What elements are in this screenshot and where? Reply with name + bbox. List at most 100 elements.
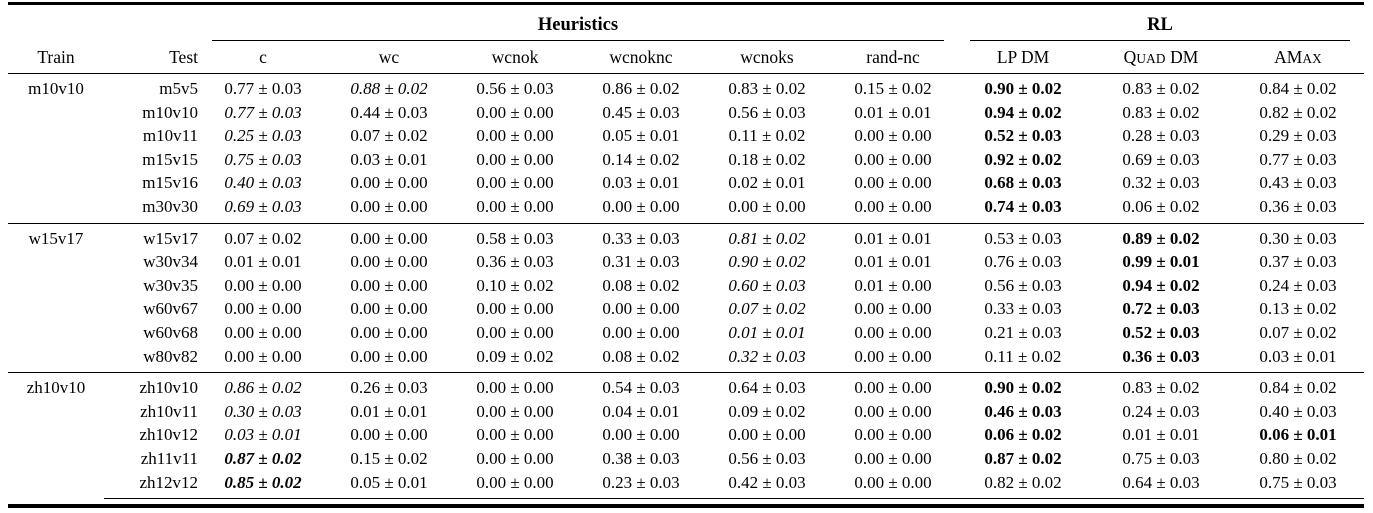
value-text: 0.15 ± 0.02 — [854, 79, 932, 98]
value-text: 0.00 ± 0.00 — [854, 378, 932, 398]
value-text: 0.04 ± 0.01 — [602, 401, 680, 421]
value-cell-wcnoks: 0.00 ± 0.00 — [704, 423, 830, 447]
value-text: 0.03 ± 0.01 — [350, 149, 428, 169]
value-cell-quad-dm: 0.06 ± 0.02 — [1090, 195, 1232, 223]
value-text: 0.00 ± 0.00 — [476, 196, 554, 216]
value-cell-wcnoknc: 0.08 ± 0.02 — [578, 345, 704, 373]
test-label: w80v82 — [143, 346, 198, 366]
value-text: 0.01 ± 0.01 — [854, 252, 932, 272]
table-row: w80v82 0.00 ± 0.00 0.00 ± 0.00 0.09 ± 0.02 0… — [8, 345, 1364, 373]
value-text: 0.00 ± 0.00 — [350, 322, 428, 342]
value-cell-wcnoks: 0.42 ± 0.03 — [704, 470, 830, 500]
value-cell-quad-dm: 0.28 ± 0.03 — [1090, 124, 1232, 148]
value-cell-lp-dm: 0.90 ± 0.02 — [956, 72, 1090, 101]
value-cell-wcnok: 0.00 ± 0.00 — [452, 400, 578, 424]
value-text: 0.00 ± 0.00 — [224, 275, 302, 295]
value-text: 0.83 ± 0.02 — [728, 79, 806, 98]
value-text: 0.52 ± 0.03 — [1122, 322, 1200, 342]
value-text: 0.56 ± 0.03 — [728, 448, 806, 468]
group-header-spacer — [8, 4, 200, 42]
test-label: m30v30 — [142, 196, 198, 216]
value-text: 0.38 ± 0.03 — [602, 448, 680, 468]
test-label: zh11v11 — [140, 448, 198, 468]
test-label: m15v15 — [142, 149, 198, 169]
table-row: zh10v11 0.30 ± 0.03 0.01 ± 0.01 0.00 ± 0.00… — [8, 400, 1364, 424]
value-cell-wc: 0.01 ± 0.01 — [326, 400, 452, 424]
value-text: 0.85 ± 0.02 — [224, 472, 302, 492]
value-cell-rand-nc: 0.01 ± 0.00 — [830, 274, 956, 298]
value-cell-amax: 0.36 ± 0.03 — [1232, 195, 1364, 223]
test-label: zh10v10 — [104, 372, 200, 400]
value-cell-wcnoknc: 0.08 ± 0.02 — [578, 274, 704, 298]
value-text: 0.64 ± 0.03 — [728, 378, 806, 398]
value-cell-rand-nc: 0.00 ± 0.00 — [830, 148, 956, 172]
value-cell-wcnok: 0.00 ± 0.00 — [452, 297, 578, 321]
column-header-wcnoknc: wcnoknc — [578, 41, 704, 74]
value-text: 0.60 ± 0.03 — [728, 275, 806, 295]
value-text: 0.01 ± 0.01 — [224, 252, 302, 272]
value-cell-wcnok: 0.00 ± 0.00 — [452, 195, 578, 223]
value-text: 0.00 ± 0.00 — [350, 346, 428, 366]
value-cell-quad-dm: 0.83 ± 0.02 — [1090, 101, 1232, 125]
value-cell-rand-nc: 0.15 ± 0.02 — [830, 72, 956, 101]
value-text: 0.03 ± 0.01 — [602, 173, 680, 193]
value-cell-wcnok: 0.00 ± 0.00 — [452, 171, 578, 195]
value-text: 0.00 ± 0.00 — [854, 448, 932, 468]
value-cell-wcnoknc: 0.54 ± 0.03 — [578, 372, 704, 400]
value-text: 0.23 ± 0.03 — [602, 472, 680, 492]
value-text: 0.88 ± 0.02 — [350, 79, 428, 98]
value-text: 0.00 ± 0.00 — [476, 126, 554, 146]
value-text: 0.00 ± 0.00 — [476, 149, 554, 169]
value-text: 0.00 ± 0.00 — [476, 472, 554, 492]
value-text: 0.00 ± 0.00 — [854, 299, 932, 319]
value-cell-c: 0.25 ± 0.03 — [200, 124, 326, 148]
value-cell-amax: 0.13 ± 0.02 — [1232, 297, 1364, 321]
value-text: 0.68 ± 0.03 — [984, 173, 1062, 193]
value-text: 0.64 ± 0.03 — [1122, 472, 1200, 492]
value-cell-c: 0.03 ± 0.01 — [200, 423, 326, 447]
test-label: w60v68 — [143, 322, 198, 342]
value-cell-rand-nc: 0.01 ± 0.01 — [830, 222, 956, 251]
value-text: 0.36 ± 0.03 — [1259, 196, 1337, 216]
value-cell-rand-nc: 0.00 ± 0.00 — [830, 423, 956, 447]
value-cell-amax: 0.30 ± 0.03 — [1232, 222, 1365, 251]
value-text: 0.00 ± 0.00 — [854, 173, 932, 193]
value-text: 0.10 ± 0.02 — [476, 275, 554, 295]
table-row: zh12v12 0.85 ± 0.02 0.05 ± 0.01 0.00 ± 0.00… — [8, 470, 1365, 500]
table-row: w60v67 0.00 ± 0.00 0.00 ± 0.00 0.00 ± 0.00 0… — [8, 297, 1364, 321]
test-label: m10v10 — [142, 102, 198, 122]
heuristics-cmidrule: Heuristics — [212, 15, 944, 41]
value-text: 0.92 ± 0.02 — [984, 149, 1062, 169]
value-text: 0.00 ± 0.00 — [224, 346, 302, 366]
value-text: 0.02 ± 0.01 — [728, 173, 806, 193]
value-cell-wcnoknc: 0.00 ± 0.00 — [578, 195, 704, 223]
column-header-wcnoks: wcnoks — [704, 41, 830, 74]
value-text: 0.00 ± 0.00 — [350, 425, 428, 445]
value-text: 0.09 ± 0.02 — [476, 346, 554, 366]
results-table: Heuristics RL Train Test c wc wcnok wcnoknc wc… — [8, 2, 1365, 500]
table-row: w30v35 0.00 ± 0.00 0.00 ± 0.00 0.10 ± 0.02 0… — [8, 274, 1364, 298]
value-cell-quad-dm: 0.94 ± 0.02 — [1090, 274, 1232, 298]
value-text: 0.11 ± 0.02 — [728, 126, 806, 146]
test-label: w60v67 — [143, 299, 198, 319]
value-cell-wcnok: 0.00 ± 0.00 — [452, 101, 578, 125]
value-text: 0.84 ± 0.02 — [1259, 378, 1337, 398]
value-text: 0.00 ± 0.00 — [224, 299, 302, 319]
value-cell-wcnoknc: 0.00 ± 0.00 — [578, 321, 704, 345]
value-text: 0.90 ± 0.02 — [984, 79, 1062, 98]
value-text: 0.89 ± 0.02 — [1122, 228, 1200, 248]
value-cell-lp-dm: 0.53 ± 0.03 — [956, 222, 1090, 251]
column-header-wc: wc — [326, 41, 452, 74]
value-cell-wcnoknc: 0.23 ± 0.03 — [578, 470, 704, 500]
value-cell-amax: 0.84 ± 0.02 — [1232, 372, 1365, 400]
value-text: 0.07 ± 0.02 — [1259, 322, 1337, 342]
value-cell-c: 0.07 ± 0.02 — [200, 222, 326, 251]
value-text: 0.81 ± 0.02 — [728, 228, 806, 248]
value-text: 0.52 ± 0.03 — [984, 126, 1062, 146]
value-text: 0.18 ± 0.02 — [728, 149, 806, 169]
value-cell-wc: 0.00 ± 0.00 — [326, 222, 452, 251]
value-text: 0.53 ± 0.03 — [984, 228, 1062, 248]
value-cell-wcnok: 0.36 ± 0.03 — [452, 250, 578, 274]
value-cell-wcnok: 0.10 ± 0.02 — [452, 274, 578, 298]
value-text: 0.87 ± 0.02 — [984, 448, 1062, 468]
